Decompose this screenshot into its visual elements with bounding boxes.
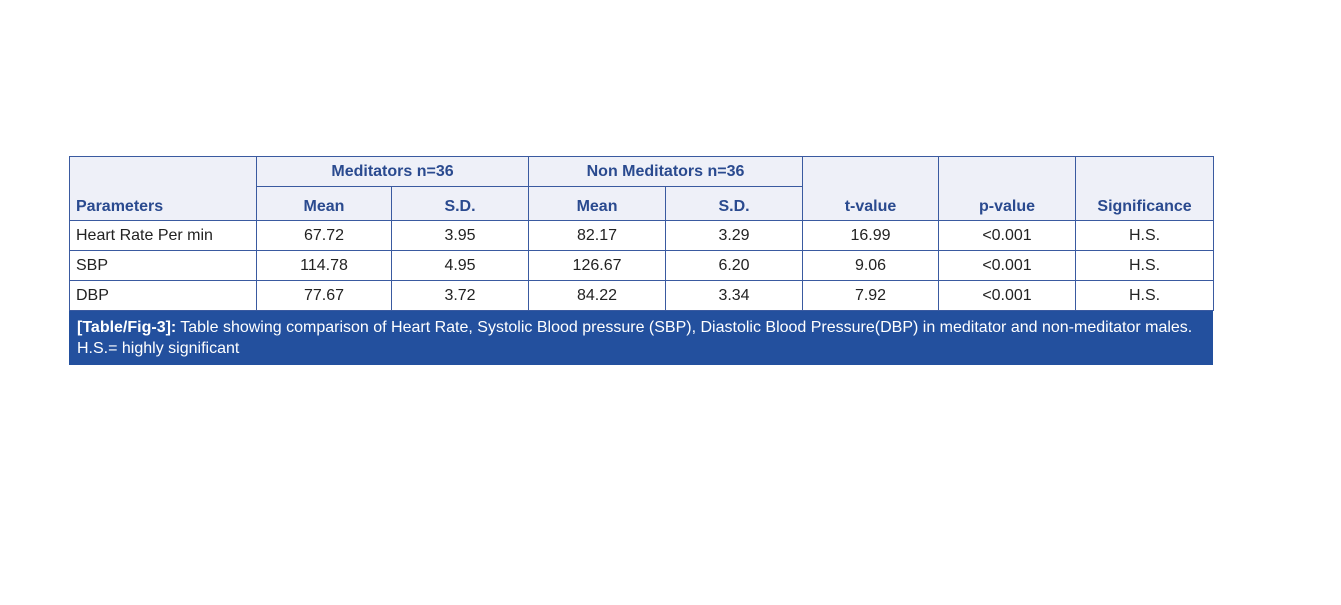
cell: 84.22 (528, 280, 667, 311)
cell: 114.78 (256, 250, 392, 281)
cell: H.S. (1075, 220, 1215, 251)
cell: <0.001 (938, 250, 1077, 281)
data-table: Parameters Meditators n=36 Non Meditator… (69, 156, 1215, 311)
row-label: DBP (69, 280, 257, 311)
cell: 3.29 (665, 220, 804, 251)
sub-header: S.D. (665, 186, 804, 221)
caption: [Table/Fig-3]: Table showing comparison o… (69, 311, 1213, 365)
cell: H.S. (1075, 250, 1215, 281)
cell: 3.95 (390, 220, 530, 251)
cell: 7.92 (802, 280, 940, 311)
cell: 67.72 (256, 220, 392, 251)
cell: <0.001 (938, 220, 1077, 251)
cell: <0.001 (938, 280, 1077, 311)
cell: 3.72 (390, 280, 530, 311)
cell: 126.67 (528, 250, 667, 281)
caption-label: [Table/Fig-3]: (77, 319, 177, 336)
cell: 6.20 (665, 250, 804, 281)
caption-text: Table showing comparison of Heart Rate, … (77, 319, 1193, 357)
table-row: DBP 77.67 3.72 84.22 3.34 7.92 <0.001 H.S. (69, 280, 1215, 311)
cell: 82.17 (528, 220, 667, 251)
sub-header: S.D. (390, 186, 530, 221)
group-header: Non Meditators n=36 (528, 156, 804, 187)
header-cell: t-value (802, 156, 940, 221)
cell: 77.67 (256, 280, 392, 311)
table-row: Heart Rate Per min 67.72 3.95 82.17 3.29 16.9… (69, 220, 1215, 251)
cell: H.S. (1075, 280, 1215, 311)
cell: 9.06 (802, 250, 940, 281)
cell: 16.99 (802, 220, 940, 251)
cell: 4.95 (390, 250, 530, 281)
header-cell: Significance (1075, 156, 1215, 221)
cell: 3.34 (665, 280, 804, 311)
row-label: SBP (69, 250, 257, 281)
sub-header: Mean (256, 186, 392, 221)
row-label: Heart Rate Per min (69, 220, 257, 251)
table-body: Heart Rate Per min 67.72 3.95 82.17 3.29 16.9… (69, 220, 1215, 311)
header-cell: p-value (938, 156, 1077, 221)
table-row: SBP 114.78 4.95 126.67 6.20 9.06 <0.001 H.S. (69, 250, 1215, 281)
sub-header: Mean (528, 186, 667, 221)
header-cell: Parameters (69, 156, 257, 221)
table-figure: Parameters Meditators n=36 Non Meditator… (69, 156, 1215, 365)
group-header: Meditators n=36 (255, 156, 530, 187)
